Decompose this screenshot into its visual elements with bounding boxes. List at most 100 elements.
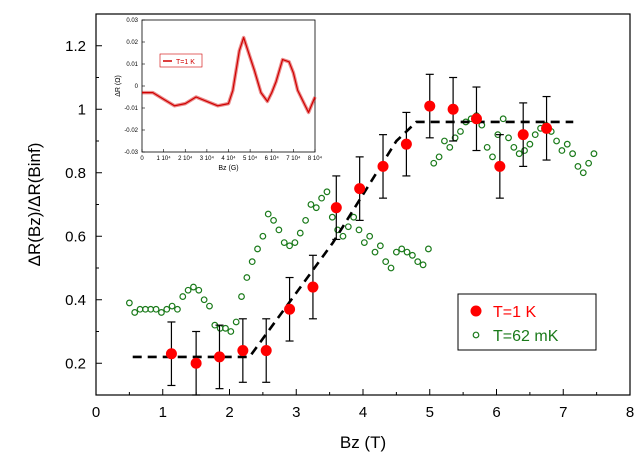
data-point-62mk [585, 159, 593, 167]
data-point-62mk [222, 324, 229, 332]
data-point-62mk [408, 251, 416, 259]
inset-x-axis-label: Bz (G) [218, 165, 238, 172]
data-point-62mk [184, 286, 192, 294]
data-point-62mk [179, 293, 187, 300]
data-point-62mk [590, 150, 598, 158]
data-point-62mk [350, 213, 358, 221]
data-point-1k [377, 160, 389, 172]
data-point-62mk [387, 264, 395, 272]
data-point-62mk [232, 318, 240, 326]
legend-label-1k: T=1 K [493, 304, 536, 321]
data-point-62mk [307, 201, 315, 208]
inset-legend-box [159, 53, 203, 68]
data-point-62mk [489, 153, 496, 161]
legend-marker-62mk [472, 331, 480, 339]
data-point-1k [190, 357, 202, 369]
data-point-62mk [280, 239, 288, 247]
data-point-62mk [382, 258, 390, 266]
inset-x-tick-label: 2 10⁴ [178, 155, 193, 162]
data-point-62mk [168, 302, 176, 310]
inset-curve [142, 36, 316, 114]
data-point-62mk [125, 299, 133, 307]
inset-x-tick-label: 7 10⁴ [286, 155, 301, 162]
data-point-62mk [505, 134, 512, 142]
x-tick-label: 3 [292, 404, 300, 421]
data-point-62mk [248, 258, 256, 266]
inset-frame [141, 19, 316, 153]
data-point-1k [517, 129, 529, 141]
data-point-1k [447, 103, 459, 115]
x-tick-label: 6 [492, 404, 500, 421]
data-point-62mk [414, 258, 422, 266]
data-point-62mk [574, 162, 582, 170]
x-tick-label: 0 [92, 404, 100, 421]
data-point-62mk [344, 223, 352, 231]
data-point-1k [541, 122, 553, 134]
data-point-62mk [558, 147, 566, 154]
fit-line [132, 120, 574, 359]
data-point-62mk [264, 210, 272, 218]
y-tick-label: 0.8 [65, 165, 86, 182]
data-point-62mk [569, 150, 576, 158]
y-tick-label: 0.4 [65, 292, 86, 309]
data-point-62mk [275, 226, 283, 234]
data-point-62mk [526, 140, 534, 148]
data-point-1k [213, 351, 225, 363]
data-point-62mk [441, 137, 448, 145]
data-point-62mk [227, 328, 235, 335]
data-point-62mk [579, 169, 587, 177]
y-tick-label: 1 [78, 101, 86, 118]
data-point-62mk [296, 229, 304, 237]
data-point-62mk [328, 213, 336, 221]
data-point-62mk [499, 115, 507, 123]
data-point-62mk [318, 194, 326, 202]
y-axis-label: ΔR(Bz)/ΔR(Binf) [25, 143, 44, 267]
data-point-62mk [243, 274, 251, 281]
inset-x-tick-label: 4 10⁴ [221, 155, 236, 162]
data-point-1k [400, 138, 412, 150]
data-point-62mk [366, 232, 374, 240]
data-point-62mk [270, 216, 277, 224]
data-point-1k [284, 303, 296, 315]
data-point-1k [307, 281, 319, 293]
data-point-62mk [190, 283, 197, 291]
inset-x-tick-label: 0 [140, 156, 144, 162]
data-point-62mk [163, 305, 171, 313]
data-point-1k [470, 113, 482, 125]
data-point-1k [330, 202, 342, 214]
inset-y-tick-label: 0.03 [126, 18, 138, 24]
data-point-62mk [521, 147, 528, 154]
inset-y-tick-label: 0.02 [126, 40, 138, 46]
data-point-62mk [515, 150, 523, 158]
data-point-62mk [435, 153, 443, 161]
data-point-62mk [286, 242, 293, 250]
data-point-62mk [195, 286, 203, 294]
data-point-62mk [376, 242, 384, 250]
data-point-62mk [563, 140, 571, 148]
data-point-62mk [457, 128, 464, 135]
x-axis-label: Bz (T) [340, 433, 386, 452]
x-tick-label: 8 [626, 404, 634, 421]
data-point-62mk [174, 305, 181, 313]
data-point-62mk [291, 239, 299, 247]
data-point-62mk [312, 204, 320, 212]
data-point-62mk [206, 302, 213, 310]
inset-x-tick-label: 5 10⁴ [243, 155, 258, 162]
main-plot: 0 1 2 3 4 5 6 7 8 0.2 0.4 0.6 0.8 1 1.2 Bz (T) ΔR(Bz)/ΔR… [25, 13, 634, 452]
data-point-62mk [446, 143, 454, 151]
legend: T=1 K T=62 mK [457, 293, 597, 351]
inset-x-tick-label: 1 10⁴ [156, 155, 171, 162]
data-point-1k [354, 183, 366, 195]
data-point-62mk [425, 245, 432, 253]
y-tick-label: 0.2 [65, 355, 86, 372]
x-tick-label: 4 [359, 404, 367, 421]
data-point-1k [260, 345, 272, 357]
y-tick-label: 1.2 [65, 38, 86, 55]
data-point-1k [424, 100, 436, 112]
data-point-62mk [254, 245, 261, 253]
data-point-1k [237, 345, 249, 357]
inset-x-tick-label: 8 10⁴ [308, 155, 323, 162]
data-point-62mk [259, 232, 267, 240]
data-point-62mk [430, 159, 438, 167]
